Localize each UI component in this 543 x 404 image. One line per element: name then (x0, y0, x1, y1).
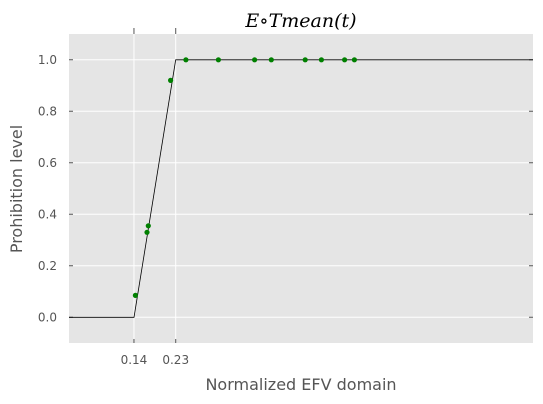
data-point (268, 57, 274, 63)
x-axis-label: Normalized EFV domain (205, 375, 396, 394)
x-tick-label: 0.23 (162, 353, 189, 367)
y-tick-label: 0.2 (38, 259, 57, 273)
series-group (69, 57, 533, 318)
data-point (252, 57, 258, 63)
data-point (183, 57, 189, 63)
data-point (318, 57, 324, 63)
data-point (342, 57, 348, 63)
y-axis-label: Prohibition level (7, 125, 26, 253)
tick-marks (69, 28, 533, 343)
data-point (302, 57, 308, 63)
data-point (168, 77, 174, 83)
y-tick-label: 0.0 (38, 310, 57, 324)
data-point (144, 229, 150, 235)
x-tick-label: 0.14 (121, 353, 148, 367)
tick-labels: 0.0 0.2 0.4 0.6 0.8 1.0 0.14 0.23 (38, 53, 189, 367)
plot-area (69, 34, 533, 343)
data-point (145, 223, 151, 229)
y-tick-label: 0.8 (38, 104, 57, 118)
y-tick-label: 0.4 (38, 207, 57, 221)
chart-title: E∘Tmean(t) (244, 10, 356, 32)
data-point (215, 57, 221, 63)
y-tick-label: 1.0 (38, 53, 57, 67)
data-point (132, 292, 138, 298)
y-tick-label: 0.6 (38, 156, 57, 170)
data-point (351, 57, 357, 63)
